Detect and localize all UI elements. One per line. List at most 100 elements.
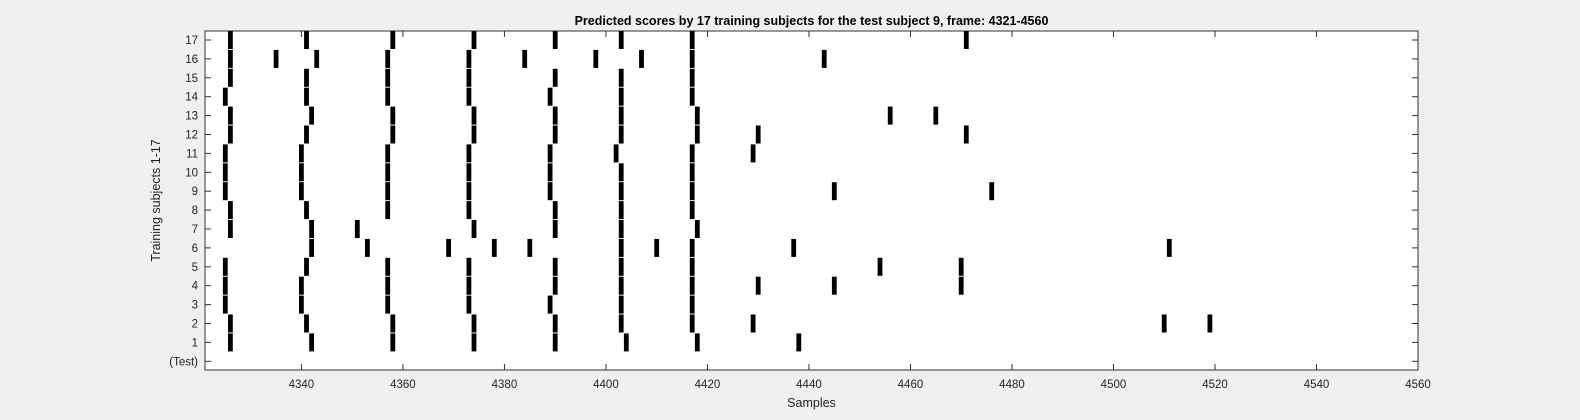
- mark-row-9-x-4476: [989, 182, 995, 201]
- mark-row-6-x-4369: [446, 238, 451, 257]
- mark-row-14-x-4341: [304, 87, 309, 106]
- mark-row-12-x-4358: [390, 125, 396, 144]
- mark-row-15-x-4373: [466, 68, 472, 87]
- y-tick-label-15: 15: [185, 73, 198, 85]
- mark-row-14-x-4403: [618, 87, 624, 106]
- mark-row-9-x-4417: [689, 182, 695, 201]
- x-tick-label-4460: 4460: [898, 379, 924, 391]
- mark-row-5-x-4470: [958, 257, 964, 276]
- mark-row-15-x-4390: [552, 68, 558, 87]
- mark-row-13-x-4456: [887, 106, 893, 125]
- mark-row-4-x-4417: [689, 276, 695, 295]
- mark-row-16-x-4326: [228, 49, 233, 68]
- mark-row-13-x-4374: [471, 106, 477, 125]
- mark-row-5-x-4357: [385, 257, 391, 276]
- mark-row-1-x-4390: [552, 333, 558, 352]
- mark-row-7-x-4342: [309, 220, 314, 238]
- mark-row-16-x-4443: [821, 49, 827, 68]
- mark-row-12-x-4326: [228, 125, 233, 144]
- mark-row-17-x-4326: [228, 31, 233, 49]
- mark-row-16-x-4357: [385, 49, 391, 68]
- mark-row-1-x-4374: [471, 333, 477, 352]
- x-tick-label-4400: 4400: [593, 379, 619, 391]
- mark-row-17-x-4358: [390, 31, 396, 49]
- mark-row-10-x-4373: [466, 163, 472, 182]
- mark-row-2-x-4358: [390, 314, 396, 333]
- mark-row-16-x-4343: [314, 49, 320, 68]
- mark-row-8-x-4390: [552, 201, 558, 220]
- y-tick-label-11: 11: [186, 148, 198, 160]
- mark-row-5-x-4417: [689, 257, 695, 276]
- mark-row-8-x-4373: [466, 201, 472, 220]
- mark-row-6-x-4403: [618, 238, 624, 257]
- mark-row-6-x-4378: [491, 238, 497, 257]
- mark-row-13-x-4403: [618, 106, 624, 125]
- mark-row-13-x-4390: [552, 106, 558, 125]
- mark-row-11-x-4389: [547, 144, 553, 163]
- mark-row-7-x-4418: [694, 220, 700, 238]
- mark-row-2-x-4417: [689, 314, 695, 333]
- mark-row-12-x-4341: [304, 125, 309, 144]
- mark-row-10-x-4403: [618, 163, 624, 182]
- mark-row-15-x-4417: [689, 68, 695, 87]
- mark-row-2-x-4519: [1207, 314, 1213, 333]
- mark-row-12-x-4403: [618, 125, 624, 144]
- mark-row-4-x-4373: [466, 276, 472, 295]
- mark-row-4-x-4445: [831, 276, 837, 295]
- y-tick-label-10: 10: [185, 167, 198, 179]
- x-tick-label-4420: 4420: [695, 379, 721, 391]
- mark-row-8-x-4357: [385, 201, 391, 220]
- y-tick-label-17: 17: [185, 35, 198, 47]
- mark-row-9-x-4445: [831, 182, 837, 201]
- mark-row-9-x-4389: [547, 182, 553, 201]
- mark-row-5-x-4373: [466, 257, 472, 276]
- mark-row-11-x-4402: [613, 144, 619, 163]
- y-tick-label-14: 14: [185, 92, 198, 104]
- mark-row-1-x-4404: [623, 333, 629, 352]
- chart-title: Predicted scores by 17 training subjects…: [575, 14, 1049, 28]
- mark-row-1-x-4438: [796, 333, 802, 352]
- mark-row-4-x-4340: [299, 276, 304, 295]
- mark-row-7-x-4351: [354, 220, 360, 238]
- mark-row-15-x-4326: [228, 68, 233, 87]
- y-tick-label-9: 9: [192, 186, 198, 198]
- mark-row-16-x-4384: [522, 49, 528, 68]
- mark-row-2-x-4429: [750, 314, 756, 333]
- y-tick-label-5: 5: [192, 262, 198, 274]
- mark-row-4-x-4357: [385, 276, 391, 295]
- x-tick-label-4560: 4560: [1405, 379, 1431, 391]
- y-tick-label-2: 2: [192, 319, 198, 331]
- mark-row-3-x-4325: [222, 295, 228, 314]
- mark-row-2-x-4510: [1161, 314, 1167, 333]
- mark-row-15-x-4341: [304, 68, 309, 87]
- y-tick-label-16: 16: [185, 54, 198, 66]
- mark-row-13-x-4358: [390, 106, 396, 125]
- mark-row-11-x-4429: [750, 144, 756, 163]
- mark-row-6-x-4353: [365, 238, 370, 257]
- mark-row-5-x-4403: [618, 257, 624, 276]
- y-tick-label-13: 13: [185, 111, 198, 123]
- mark-row-3-x-4340: [299, 295, 304, 314]
- mark-row-15-x-4403: [618, 68, 624, 87]
- mark-row-12-x-4418: [694, 125, 700, 144]
- mark-row-6-x-4437: [791, 238, 797, 257]
- mark-row-10-x-4325: [222, 163, 228, 182]
- mark-row-6-x-4410: [654, 238, 660, 257]
- mark-row-12-x-4374: [471, 125, 477, 144]
- mark-row-5-x-4390: [552, 257, 558, 276]
- mark-row-7-x-4326: [228, 220, 233, 238]
- mark-row-9-x-4373: [466, 182, 472, 201]
- x-tick-label-4500: 4500: [1101, 379, 1127, 391]
- mark-row-11-x-4325: [222, 144, 228, 163]
- mark-row-9-x-4325: [222, 182, 228, 201]
- mark-row-17-x-4403: [618, 31, 624, 49]
- mark-row-6-x-4342: [309, 238, 314, 257]
- mark-row-1-x-4342: [309, 333, 314, 352]
- mark-row-13-x-4326: [228, 106, 233, 125]
- mark-row-9-x-4340: [299, 182, 304, 201]
- x-tick-label-4540: 4540: [1304, 379, 1330, 391]
- mark-row-12-x-4390: [552, 125, 558, 144]
- mark-row-12-x-4471: [963, 125, 969, 144]
- mark-row-1-x-4326: [228, 333, 233, 352]
